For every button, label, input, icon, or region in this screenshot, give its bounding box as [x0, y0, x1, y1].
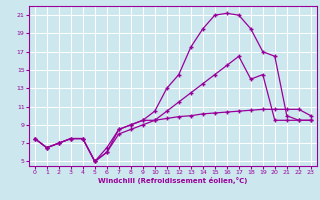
- X-axis label: Windchill (Refroidissement éolien,°C): Windchill (Refroidissement éolien,°C): [98, 177, 247, 184]
